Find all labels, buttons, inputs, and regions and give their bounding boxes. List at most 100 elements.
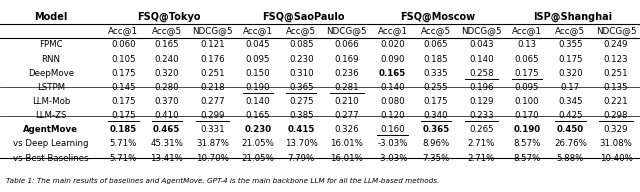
Text: 0.230: 0.230 <box>244 125 271 134</box>
Text: 0.170: 0.170 <box>515 111 540 120</box>
Text: RNN: RNN <box>42 55 60 64</box>
Text: -3.03%: -3.03% <box>378 154 408 163</box>
Text: 0.329: 0.329 <box>604 125 628 134</box>
Text: 16.01%: 16.01% <box>330 139 364 148</box>
Text: 0.190: 0.190 <box>513 125 541 134</box>
Text: 0.298: 0.298 <box>604 111 628 120</box>
Text: 0.135: 0.135 <box>604 83 628 92</box>
Text: Acc@5: Acc@5 <box>556 26 586 35</box>
Text: 13.70%: 13.70% <box>285 139 317 148</box>
Text: 0.236: 0.236 <box>335 69 359 78</box>
Text: 0.255: 0.255 <box>424 83 448 92</box>
Text: FPMC: FPMC <box>39 41 63 50</box>
Text: 0.331: 0.331 <box>200 125 225 134</box>
Text: 0.340: 0.340 <box>424 111 448 120</box>
Text: 0.326: 0.326 <box>335 125 359 134</box>
Text: 0.090: 0.090 <box>380 55 404 64</box>
Text: 8.96%: 8.96% <box>422 139 449 148</box>
Text: 16.01%: 16.01% <box>330 154 364 163</box>
Text: 0.066: 0.066 <box>335 41 359 50</box>
Text: FSQ@SaoPaulo: FSQ@SaoPaulo <box>262 12 345 22</box>
Text: Table 1: The main results of baselines and AgentMove. GPT-4 is the main backbone: Table 1: The main results of baselines a… <box>6 178 440 185</box>
Text: NDCG@5: NDCG@5 <box>596 26 636 35</box>
Text: 0.196: 0.196 <box>469 83 493 92</box>
Text: 0.345: 0.345 <box>558 97 583 106</box>
Text: 0.150: 0.150 <box>246 69 270 78</box>
Text: 0.355: 0.355 <box>558 41 583 50</box>
Text: 31.87%: 31.87% <box>196 139 228 148</box>
Text: 26.76%: 26.76% <box>554 139 587 148</box>
Text: 0.465: 0.465 <box>153 125 180 134</box>
Text: 0.175: 0.175 <box>111 111 136 120</box>
Text: -3.03%: -3.03% <box>378 139 408 148</box>
Text: Acc@1: Acc@1 <box>378 26 408 35</box>
Text: 0.258: 0.258 <box>469 69 494 78</box>
Text: 5.71%: 5.71% <box>109 139 137 148</box>
Text: 5.71%: 5.71% <box>109 154 137 163</box>
Text: 21.05%: 21.05% <box>241 139 275 148</box>
Text: Acc@1: Acc@1 <box>243 26 273 35</box>
Text: 0.240: 0.240 <box>154 55 179 64</box>
Text: 0.060: 0.060 <box>111 41 136 50</box>
Text: 5.88%: 5.88% <box>557 154 584 163</box>
Text: 0.281: 0.281 <box>335 83 359 92</box>
Text: 0.233: 0.233 <box>469 111 494 120</box>
Text: 0.140: 0.140 <box>469 55 494 64</box>
Text: 0.129: 0.129 <box>469 97 493 106</box>
Text: FSQ@Tokyo: FSQ@Tokyo <box>137 12 201 22</box>
Text: 0.065: 0.065 <box>424 41 448 50</box>
Text: 0.221: 0.221 <box>604 97 628 106</box>
Text: 0.320: 0.320 <box>154 69 179 78</box>
Text: 0.140: 0.140 <box>380 83 405 92</box>
Text: 8.57%: 8.57% <box>513 154 541 163</box>
Text: 0.249: 0.249 <box>604 41 628 50</box>
Text: 7.79%: 7.79% <box>287 154 315 163</box>
Text: vs Deep Learning: vs Deep Learning <box>13 139 88 148</box>
Text: 0.410: 0.410 <box>154 111 179 120</box>
Text: 7.35%: 7.35% <box>422 154 449 163</box>
Text: 0.100: 0.100 <box>515 97 540 106</box>
Text: 0.020: 0.020 <box>380 41 405 50</box>
Text: 0.320: 0.320 <box>558 69 583 78</box>
Text: 0.095: 0.095 <box>246 55 270 64</box>
Text: NDCG@5: NDCG@5 <box>192 26 233 35</box>
Text: DeepMove: DeepMove <box>28 69 74 78</box>
Text: 0.370: 0.370 <box>154 97 179 106</box>
Text: vs Best Baselines: vs Best Baselines <box>13 154 89 163</box>
Text: 0.175: 0.175 <box>558 55 583 64</box>
Text: 0.145: 0.145 <box>111 83 136 92</box>
Text: 0.280: 0.280 <box>154 83 179 92</box>
Text: 0.120: 0.120 <box>380 111 405 120</box>
Text: 0.275: 0.275 <box>289 97 314 106</box>
Text: 2.71%: 2.71% <box>468 139 495 148</box>
Text: Acc@1: Acc@1 <box>108 26 138 35</box>
Text: 0.123: 0.123 <box>604 55 628 64</box>
Text: Acc@1: Acc@1 <box>512 26 542 35</box>
Text: Acc@5: Acc@5 <box>286 26 316 35</box>
Text: 0.415: 0.415 <box>287 125 315 134</box>
Text: 0.095: 0.095 <box>515 83 540 92</box>
Text: 0.165: 0.165 <box>154 41 179 50</box>
Text: 0.045: 0.045 <box>246 41 270 50</box>
Text: 0.160: 0.160 <box>380 125 405 134</box>
Text: 0.165: 0.165 <box>246 111 270 120</box>
Text: 10.70%: 10.70% <box>196 154 228 163</box>
Text: 0.043: 0.043 <box>469 41 494 50</box>
Text: 0.13: 0.13 <box>518 41 537 50</box>
Text: LSTPM: LSTPM <box>37 83 65 92</box>
Text: 0.385: 0.385 <box>289 111 314 120</box>
Text: NDCG@5: NDCG@5 <box>326 26 367 35</box>
Text: 21.05%: 21.05% <box>241 154 275 163</box>
Text: 0.365: 0.365 <box>422 125 449 134</box>
Text: 0.310: 0.310 <box>289 69 314 78</box>
Text: 0.365: 0.365 <box>289 83 314 92</box>
Text: 0.335: 0.335 <box>424 69 448 78</box>
Text: 0.085: 0.085 <box>289 41 314 50</box>
Text: 0.265: 0.265 <box>469 125 494 134</box>
Text: 10.40%: 10.40% <box>600 154 632 163</box>
Text: 2.71%: 2.71% <box>468 154 495 163</box>
Text: 0.185: 0.185 <box>110 125 137 134</box>
Text: 0.176: 0.176 <box>200 55 225 64</box>
Text: 0.17: 0.17 <box>561 83 580 92</box>
Text: 0.251: 0.251 <box>200 69 225 78</box>
